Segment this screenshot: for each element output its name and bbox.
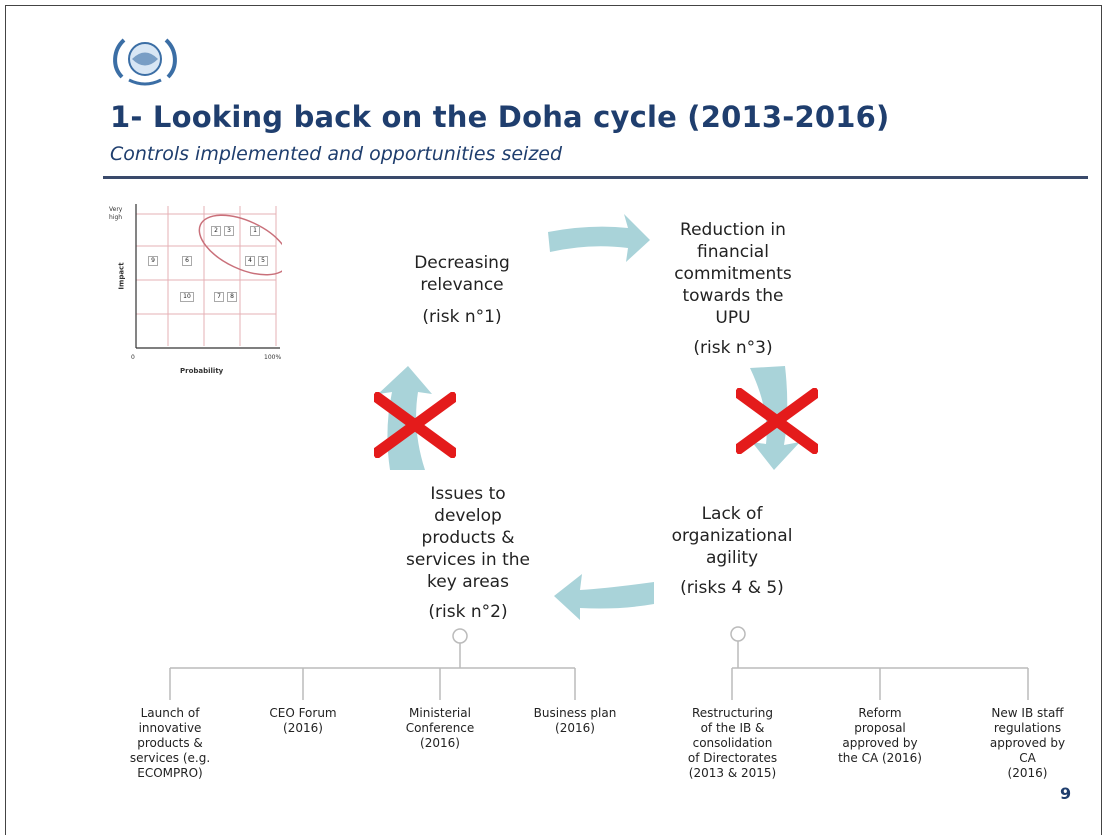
- risk3-line1: Reduction in: [680, 220, 786, 240]
- risk45-ref: (risks 4 & 5): [680, 578, 784, 598]
- risk3-line5: UPU: [715, 308, 751, 328]
- risk-box-3: 3: [224, 226, 234, 236]
- risk2-line4: services in the: [406, 550, 530, 570]
- risk2-line5: key areas: [427, 572, 509, 592]
- slide-subtitle: Controls implemented and opportunities s…: [110, 143, 563, 165]
- risk-box-2: 2: [211, 226, 221, 236]
- risk-box-6: 6: [182, 256, 192, 266]
- risk-box-4: 4: [245, 256, 255, 266]
- risk-decreasing-relevance: Decreasing relevance (risk n°1): [392, 252, 532, 328]
- risk-organizational-agility: Lack of organizational agility (risks 4 …: [652, 503, 812, 599]
- control-restructuring-ib: Restructuring of the IB & consolidation …: [687, 706, 778, 780]
- risk2-line1: Issues to: [430, 484, 506, 504]
- x-min-label: 0: [131, 354, 135, 361]
- risk3-line3: commitments: [674, 264, 792, 284]
- risk1-line2: relevance: [420, 275, 504, 295]
- risk3-line2: financial: [697, 242, 769, 262]
- risk-box-7: 7: [214, 292, 224, 302]
- control-business-plan: Business plan (2016): [533, 706, 617, 735]
- risk2-line3: products &: [421, 528, 515, 548]
- cross-icon-right: [736, 388, 818, 454]
- page-number: 9: [1060, 784, 1072, 803]
- upu-logo-icon: [113, 38, 177, 86]
- title-divider: [103, 176, 1088, 179]
- risk2-line2: develop: [434, 506, 502, 526]
- x-max-label: 100%: [264, 354, 282, 361]
- risk1-ref: (risk n°1): [422, 307, 502, 327]
- risk-box-5: 5: [258, 256, 268, 266]
- risk3-ref: (risk n°3): [693, 338, 773, 358]
- x-axis-label: Probability: [180, 367, 224, 375]
- risk-matrix: [135, 204, 282, 349]
- control-ministerial-conference: Ministerial Conference (2016): [405, 706, 475, 750]
- risk45-line2: organizational: [671, 526, 793, 546]
- risk1-line1: Decreasing: [414, 253, 510, 273]
- risk-box-8: 8: [227, 292, 237, 302]
- control-reform-proposal: Reform proposal approved by the CA (2016…: [838, 706, 922, 765]
- risk-box-9: 9: [148, 256, 158, 266]
- control-ceo-forum: CEO Forum (2016): [269, 706, 337, 735]
- risk45-line3: agility: [705, 548, 759, 568]
- risk-financial-commitments: Reduction in financial commitments towar…: [653, 219, 813, 359]
- risk-box-10: 10: [180, 292, 194, 302]
- control-new-ib-staff-regulations: New IB staff regulations approved by CA …: [989, 706, 1066, 780]
- cross-icon-left: [374, 392, 456, 458]
- risk-box-1: 1: [250, 226, 260, 236]
- slide-title: 1- Looking back on the Doha cycle (2013-…: [110, 100, 890, 134]
- risk2-ref: (risk n°2): [428, 602, 508, 622]
- control-launch-innovative: Launch of innovative products & services…: [129, 706, 211, 780]
- risk3-line4: towards the: [682, 286, 784, 306]
- y-top-label-1: Very: [109, 206, 123, 213]
- risk45-line1: Lack of: [701, 504, 763, 524]
- slide-frame: [5, 5, 1102, 835]
- y-top-label-2: high: [109, 214, 123, 221]
- risk-products-services: Issues to develop products & services in…: [388, 483, 548, 623]
